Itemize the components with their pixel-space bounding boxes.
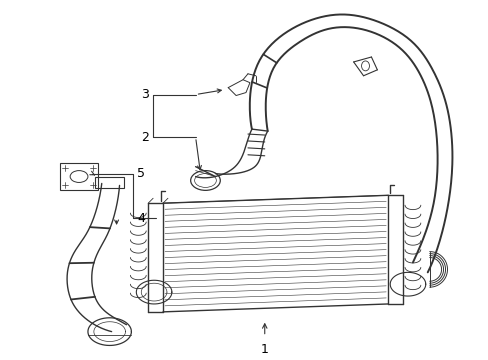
Bar xyxy=(60,163,98,190)
Text: 3: 3 xyxy=(141,88,149,101)
Text: 4: 4 xyxy=(137,212,145,225)
Text: 2: 2 xyxy=(141,131,149,144)
Bar xyxy=(95,176,124,188)
Text: 1: 1 xyxy=(260,343,268,356)
Text: 5: 5 xyxy=(137,167,145,180)
